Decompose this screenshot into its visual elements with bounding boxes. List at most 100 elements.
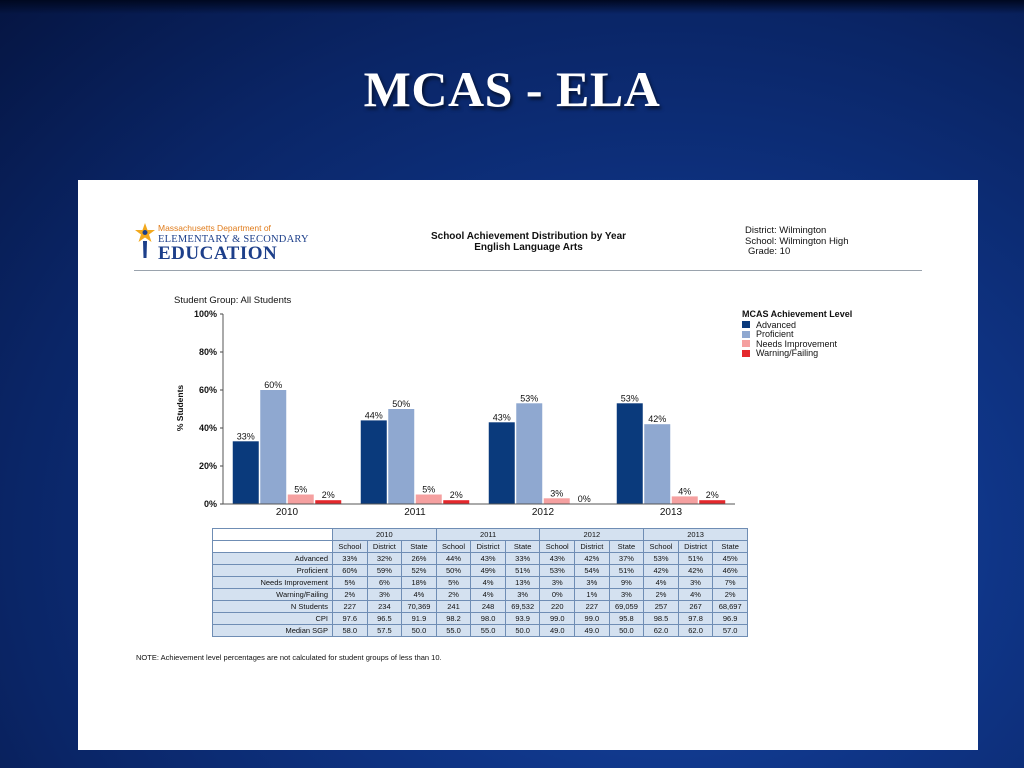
table-subheader: District xyxy=(470,540,506,553)
table-cell: 98.5 xyxy=(643,612,679,625)
table-subheader: District xyxy=(366,540,403,553)
footnote: NOTE: Achievement level percentages are … xyxy=(136,653,442,662)
table-cell: 50.0 xyxy=(504,624,541,637)
table-cell: 91.9 xyxy=(401,612,437,625)
bar-warning-failing-2013 xyxy=(699,500,726,504)
legend-swatch xyxy=(742,349,750,357)
table-cell: 3% xyxy=(504,588,541,601)
table-row-label: Warning/Failing xyxy=(212,588,333,601)
bar-warning-failing-2010 xyxy=(315,500,342,504)
table-cell: 45% xyxy=(712,552,748,565)
table-cell: 43% xyxy=(539,552,576,565)
table-cell: 93.9 xyxy=(504,612,541,625)
table-cell: 0% xyxy=(539,588,576,601)
table-cell: 50.0 xyxy=(608,624,645,637)
dese-logo: Massachusetts Department of ELEMENTARY &… xyxy=(134,221,314,264)
y-tick-label: 0% xyxy=(204,499,217,509)
table-cell: 50% xyxy=(435,564,472,577)
bar-proficient-2013 xyxy=(644,424,671,504)
report-title-line2: English Language Arts xyxy=(474,242,583,253)
student-group-label: Student Group: All Students xyxy=(174,295,292,306)
table-row: Median SGP 58.0 57.5 50.0 55.0 55.0 50.0 49.0 49… xyxy=(212,624,748,637)
data-label: 5% xyxy=(422,485,435,495)
report-title: School Achievement Distribution by Year … xyxy=(396,231,661,253)
data-label: 44% xyxy=(365,410,383,420)
table-cell: 99.0 xyxy=(539,612,576,625)
bar-advanced-2012 xyxy=(488,422,515,504)
table-cell: 96.9 xyxy=(712,612,748,625)
table-cell: 95.8 xyxy=(608,612,645,625)
logo-line1: Massachusetts Department of xyxy=(158,223,271,233)
table-cell: 9% xyxy=(608,576,645,589)
table-cell: 53% xyxy=(643,552,679,565)
table-cell: 5% xyxy=(332,576,368,589)
table-cell: 51% xyxy=(608,564,645,577)
bar-proficient-2010 xyxy=(260,390,287,504)
table-cell: 37% xyxy=(608,552,645,565)
table-cell: 42% xyxy=(574,552,610,565)
bar-proficient-2012 xyxy=(516,403,543,504)
table-cell: 257 xyxy=(643,600,679,613)
table-cell: 2% xyxy=(435,588,472,601)
table-cell: 3% xyxy=(539,576,576,589)
bar-advanced-2010 xyxy=(232,441,259,504)
school-label: School: Wilmington High xyxy=(745,235,849,247)
table-cell: 3% xyxy=(677,576,714,589)
table-cell: 53% xyxy=(539,564,576,577)
top-band xyxy=(0,0,1024,14)
table-cell: 241 xyxy=(435,600,472,613)
y-axis-label: % Students xyxy=(175,385,185,432)
table-row-label: N Students xyxy=(212,600,333,613)
table-cell: 42% xyxy=(677,564,714,577)
table-cell: 51% xyxy=(677,552,714,565)
table-row-label: CPI xyxy=(212,612,333,625)
slide-title: MCAS - ELA xyxy=(363,61,661,117)
data-label: 2% xyxy=(706,490,719,500)
table-cell: 18% xyxy=(401,576,437,589)
legend-item: Proficient xyxy=(742,329,852,339)
data-label: 60% xyxy=(264,380,282,390)
data-label: 33% xyxy=(237,431,255,441)
table-cell: 58.0 xyxy=(332,624,368,637)
table-cell: 52% xyxy=(401,564,437,577)
table-row-label: Advanced xyxy=(212,552,333,565)
table-year-header: 2013 xyxy=(643,528,748,541)
table-cell: 2% xyxy=(712,588,748,601)
table-cell: 60% xyxy=(332,564,368,577)
report-title-line1: School Achievement Distribution by Year xyxy=(430,231,627,242)
table-cell: 62.0 xyxy=(677,624,714,637)
table-cell: 68,697 xyxy=(712,600,748,613)
table-cell: 227 xyxy=(574,600,610,613)
table-cell: 99.0 xyxy=(574,612,610,625)
table-cell: 4% xyxy=(470,588,506,601)
table-row: N Students 227 234 70,369 241 248 69,532 220 227… xyxy=(212,600,748,613)
bar-advanced-2011 xyxy=(360,420,387,504)
achievement-bar-chart: % Students 0% 20% 40% 60% 80% 100% 33% 60% 5% 2%… xyxy=(175,309,735,518)
table-cell: 2% xyxy=(643,588,679,601)
table-subheader: District xyxy=(574,540,610,553)
table-subheader: School xyxy=(332,540,368,553)
table-row: CPI 97.6 96.5 91.9 98.2 98.0 93.9 99.0 99.0 95.8 9… xyxy=(212,612,748,625)
district-label: District: Wilmington xyxy=(745,225,827,236)
table-cell: 69,059 xyxy=(608,600,645,613)
table-cell: 97.6 xyxy=(332,612,368,625)
legend-item: Warning/Failing xyxy=(742,348,852,358)
legend-swatch xyxy=(742,321,750,329)
table-subheader: District xyxy=(677,540,714,553)
header-divider xyxy=(134,270,922,271)
table-corner-cell xyxy=(212,540,333,553)
table-cell: 2% xyxy=(332,588,368,601)
bar-warning-failing-2011 xyxy=(443,500,470,504)
legend-item: Advanced xyxy=(742,320,852,330)
table-cell: 46% xyxy=(712,564,748,577)
table-cell: 54% xyxy=(574,564,610,577)
table-cell: 4% xyxy=(401,588,437,601)
district-info: District: Wilmington School: Wilmington … xyxy=(745,225,849,258)
y-tick-label: 40% xyxy=(199,423,217,433)
table-subheader: School xyxy=(539,540,576,553)
table-cell: 3% xyxy=(574,576,610,589)
table-cell: 55.0 xyxy=(470,624,506,637)
table-cell: 43% xyxy=(470,552,506,565)
table-row-label: Median SGP xyxy=(212,624,333,637)
table-subheader: School xyxy=(435,540,472,553)
